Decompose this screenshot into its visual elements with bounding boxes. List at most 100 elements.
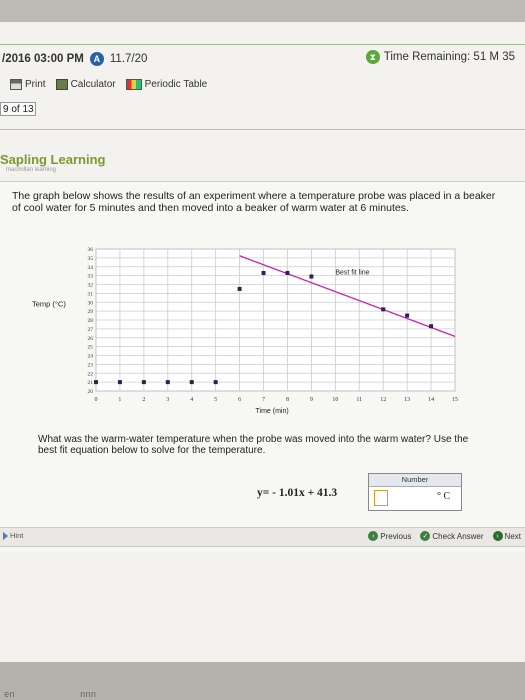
previous-button[interactable]: ‹ Previous bbox=[368, 531, 411, 541]
next-icon: › bbox=[492, 531, 503, 541]
number-label: Number bbox=[369, 474, 461, 487]
x-tick-label: 12 bbox=[380, 397, 386, 403]
y-tick-label: 20 bbox=[88, 389, 94, 395]
data-point bbox=[165, 380, 170, 385]
question-panel: The graph below shows the results of an … bbox=[0, 181, 525, 552]
next-label: Next bbox=[504, 531, 521, 541]
calculator-label: Calculator bbox=[70, 79, 116, 90]
y-tick-label: 22 bbox=[88, 371, 94, 377]
temperature-chart: 0 1 2 3 4 5 6 7 8 9 10 11 12 13 14 15 20 21 22 23 24 25 26 27 28… bbox=[0, 237, 525, 427]
question-ask: What was the warm-water temperature when… bbox=[38, 434, 469, 456]
data-point bbox=[213, 380, 218, 385]
periodic-table-label: Periodic Table bbox=[144, 79, 208, 90]
data-point bbox=[285, 270, 290, 275]
y-tick-label: 29 bbox=[88, 309, 94, 315]
data-point bbox=[261, 270, 266, 275]
calculator-button[interactable]: Calculator bbox=[55, 79, 116, 90]
x-tick-label: 1 bbox=[118, 397, 121, 403]
y-axis-label: Temp (°C) bbox=[32, 300, 66, 309]
y-tick-label: 24 bbox=[88, 354, 94, 360]
best-fit-equation: y= - 1.01x + 41.3 bbox=[257, 487, 338, 499]
check-answer-label: Check Answer bbox=[432, 531, 484, 541]
data-point bbox=[237, 286, 242, 291]
data-point bbox=[94, 380, 98, 385]
x-tick-label: 8 bbox=[286, 397, 289, 403]
question-counter[interactable]: 9 of 13 bbox=[0, 102, 36, 116]
nav-buttons: ‹ Previous ✓ Check Answer › Next bbox=[368, 531, 521, 541]
x-tick-label: 14 bbox=[428, 397, 434, 403]
check-icon: ✓ bbox=[420, 531, 431, 541]
data-point bbox=[381, 307, 386, 312]
y-tick-label: 27 bbox=[88, 327, 94, 333]
keyboard-key-right: nnn bbox=[80, 690, 97, 700]
x-tick-label: 6 bbox=[238, 397, 241, 403]
assignment-header: /2016 03:00 PM A 11.7/20 bbox=[2, 52, 147, 66]
brand-tagline: macmillan learning bbox=[6, 167, 57, 173]
best-fit-line bbox=[239, 255, 456, 338]
number-answer-box: Number ° C bbox=[368, 473, 462, 511]
question-prompt: The graph below shows the results of an … bbox=[12, 190, 496, 214]
data-point bbox=[429, 324, 434, 329]
y-tick-label: 28 bbox=[88, 318, 94, 324]
print-label: Print bbox=[25, 79, 46, 90]
x-tick-label: 10 bbox=[332, 397, 338, 403]
header-divider bbox=[0, 44, 525, 45]
previous-label: Previous bbox=[380, 531, 412, 541]
laptop-body bbox=[0, 662, 525, 700]
x-tick-label: 11 bbox=[356, 397, 362, 403]
unit-label: ° C bbox=[437, 491, 451, 502]
x-tick-label: 9 bbox=[310, 397, 313, 403]
question-footer: Hint ‹ Previous ✓ Check Answer › Next bbox=[0, 527, 525, 547]
hint-label: Hint bbox=[10, 531, 24, 540]
x-tick-label: 13 bbox=[404, 397, 410, 403]
calculator-icon bbox=[55, 79, 68, 90]
data-point bbox=[405, 313, 410, 318]
best-fit-annotation: Best fit line bbox=[335, 270, 369, 277]
y-tick-label: 21 bbox=[88, 380, 94, 386]
next-button[interactable]: › Next bbox=[492, 531, 521, 541]
y-tick-label: 26 bbox=[88, 336, 94, 342]
y-tick-label: 30 bbox=[88, 300, 94, 306]
y-tick-label: 36 bbox=[88, 247, 94, 253]
data-point bbox=[117, 380, 122, 385]
assignment-datetime: /2016 03:00 PM bbox=[2, 53, 84, 65]
assignment-version: 11.7/20 bbox=[109, 53, 148, 65]
hint-button[interactable]: Hint bbox=[3, 531, 23, 540]
printer-icon bbox=[10, 79, 22, 90]
x-tick-label: 5 bbox=[214, 397, 217, 403]
y-tick-label: 23 bbox=[88, 362, 94, 368]
x-axis-label: Time (min) bbox=[256, 408, 289, 415]
y-tick-label: 25 bbox=[88, 345, 94, 351]
x-tick-label: 15 bbox=[452, 397, 458, 403]
data-point bbox=[309, 274, 314, 279]
hint-arrow-icon bbox=[3, 531, 8, 540]
brand-name: Sapling Learning bbox=[0, 152, 106, 167]
y-tick-label: 35 bbox=[88, 256, 94, 262]
time-remaining-label: Time Remaining: 51 M 35 bbox=[383, 51, 515, 63]
check-answer-button[interactable]: ✓ Check Answer bbox=[420, 531, 484, 541]
x-tick-label: 4 bbox=[190, 397, 193, 403]
keyboard-key-left: en bbox=[4, 690, 15, 700]
print-button[interactable]: Print bbox=[10, 79, 46, 90]
y-tick-label: 33 bbox=[88, 274, 94, 280]
toolbar-divider bbox=[0, 129, 525, 130]
chart-svg: 0 1 2 3 4 5 6 7 8 9 10 11 12 13 14 15202122232425262728… bbox=[32, 247, 458, 415]
x-tick-label: 7 bbox=[262, 397, 265, 403]
x-tick-label: 2 bbox=[142, 397, 145, 403]
data-point bbox=[189, 380, 194, 385]
periodic-table-button[interactable]: Periodic Table bbox=[125, 79, 208, 90]
answer-input[interactable] bbox=[374, 490, 388, 506]
screen-bezel bbox=[0, 0, 525, 22]
version-icon: A bbox=[89, 52, 104, 66]
x-tick-label: 0 bbox=[95, 397, 98, 403]
previous-icon: ‹ bbox=[368, 531, 379, 541]
data-point bbox=[141, 380, 146, 385]
y-tick-label: 34 bbox=[88, 265, 94, 271]
periodic-table-icon bbox=[125, 79, 142, 90]
toolbar: Print Calculator Periodic Table bbox=[10, 79, 207, 90]
clock-icon: ⧗ bbox=[365, 50, 380, 64]
time-remaining: ⧗ Time Remaining: 51 M 35 bbox=[365, 50, 515, 64]
y-tick-label: 32 bbox=[88, 283, 94, 289]
y-tick-label: 31 bbox=[88, 291, 94, 297]
x-tick-label: 3 bbox=[166, 397, 169, 403]
